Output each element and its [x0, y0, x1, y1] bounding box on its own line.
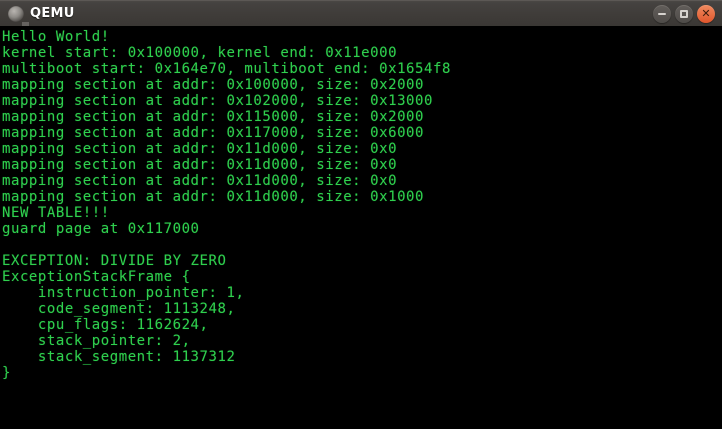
- terminal-line: mapping section at addr: 0x117000, size:…: [2, 125, 424, 141]
- terminal-line: Hello World!: [2, 29, 110, 45]
- window-title: QEMU: [30, 6, 75, 21]
- terminal-line: mapping section at addr: 0x102000, size:…: [2, 93, 433, 109]
- terminal-line: mapping section at addr: 0x11d000, size:…: [2, 173, 398, 189]
- terminal-line: mapping section at addr: 0x11d000, size:…: [2, 189, 424, 205]
- terminal-line: ExceptionStackFrame {: [2, 269, 191, 285]
- terminal-line: multiboot start: 0x164e70, multiboot end…: [2, 61, 451, 77]
- terminal-line: [2, 237, 722, 253]
- qemu-app-icon: [8, 5, 24, 22]
- terminal-line: EXCEPTION: DIVIDE BY ZERO: [2, 253, 227, 269]
- terminal-line: code_segment: 1113248,: [2, 301, 236, 317]
- terminal-line: kernel start: 0x100000, kernel end: 0x11…: [2, 45, 398, 61]
- terminal-line: instruction_pointer: 1,: [2, 285, 245, 301]
- terminal-line: stack_pointer: 2,: [2, 333, 191, 349]
- minimize-icon: [653, 5, 671, 23]
- terminal-line: mapping section at addr: 0x115000, size:…: [2, 109, 424, 125]
- window-titlebar[interactable]: QEMU ✕: [0, 0, 722, 26]
- terminal-line: guard page at 0x117000: [2, 221, 200, 237]
- terminal-output: Hello World! kernel start: 0x100000, kern…: [0, 26, 722, 381]
- terminal-line: mapping section at addr: 0x11d000, size:…: [2, 141, 398, 157]
- terminal-line: mapping section at addr: 0x11d000, size:…: [2, 157, 398, 173]
- close-icon: ✕: [701, 7, 711, 20]
- terminal-line: mapping section at addr: 0x100000, size:…: [2, 77, 424, 93]
- terminal-line: stack_segment: 1137312: [2, 349, 236, 365]
- qemu-terminal-display[interactable]: Hello World! kernel start: 0x100000, kern…: [0, 26, 722, 429]
- minimize-button[interactable]: [653, 4, 671, 23]
- maximize-button[interactable]: [675, 4, 693, 23]
- window-controls: ✕: [653, 4, 715, 23]
- window-frame-artifact: [22, 22, 29, 26]
- terminal-line: cpu_flags: 1162624,: [2, 317, 209, 333]
- terminal-line: NEW TABLE!!!: [2, 205, 110, 221]
- terminal-line: }: [2, 365, 11, 381]
- maximize-icon: [675, 5, 693, 23]
- close-button[interactable]: ✕: [697, 4, 715, 23]
